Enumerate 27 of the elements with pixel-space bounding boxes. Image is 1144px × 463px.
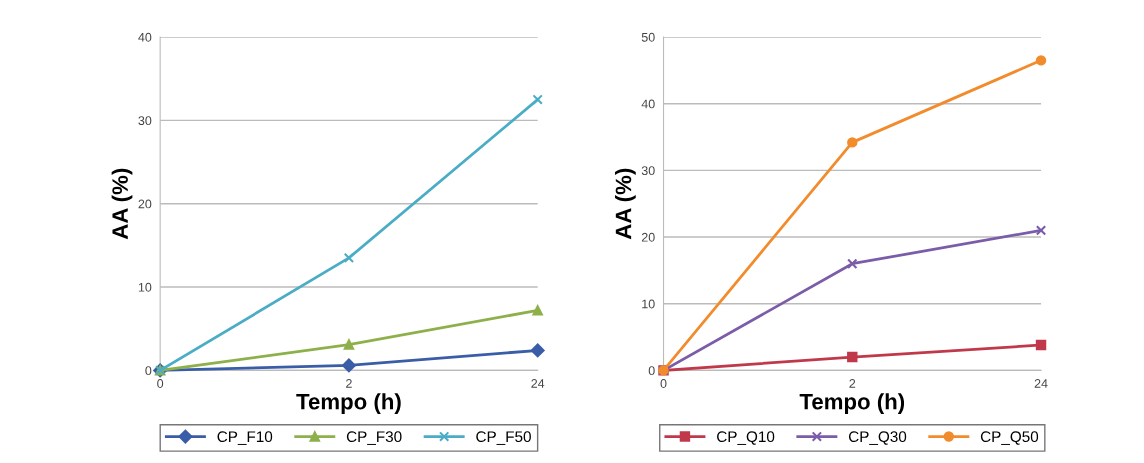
y-tick-label: 40 xyxy=(641,99,655,109)
y-tick-label: 30 xyxy=(138,116,152,126)
x-axis-title: Tempo (h) xyxy=(296,393,401,414)
y-tick-label: 10 xyxy=(138,282,152,292)
legend-label: CP_Q30 xyxy=(848,431,907,445)
x-tick-label: 24 xyxy=(1034,379,1048,388)
legend-label: CP_Q10 xyxy=(717,431,775,445)
legend-label: CP_F10 xyxy=(217,431,273,445)
y-tick-label: 10 xyxy=(642,299,655,309)
y-tick-label: 20 xyxy=(138,199,152,209)
x-tick-label: 2 xyxy=(346,379,352,388)
x-tick-label: 0 xyxy=(157,379,164,388)
legend-label: CP_F30 xyxy=(346,431,402,445)
y-tick-label: 0 xyxy=(145,366,152,376)
y-axis-title: AA (%) xyxy=(615,168,636,240)
y-tick-label: 0 xyxy=(648,366,655,376)
y-tick-label: 50 xyxy=(641,32,655,42)
y-tick-label: 20 xyxy=(641,232,655,242)
y-axis-title: AA (%) xyxy=(111,168,133,240)
legend-label: CP_Q50 xyxy=(980,431,1039,445)
legend-label: CP_F50 xyxy=(476,431,531,445)
y-tick-label: 40 xyxy=(138,32,152,42)
y-tick-label: 30 xyxy=(641,166,655,176)
x-tick-label: 0 xyxy=(660,379,667,388)
x-tick-label: 24 xyxy=(531,379,545,388)
x-tick-label: 2 xyxy=(849,379,856,388)
x-axis-title: Tempo (h) xyxy=(799,393,905,414)
